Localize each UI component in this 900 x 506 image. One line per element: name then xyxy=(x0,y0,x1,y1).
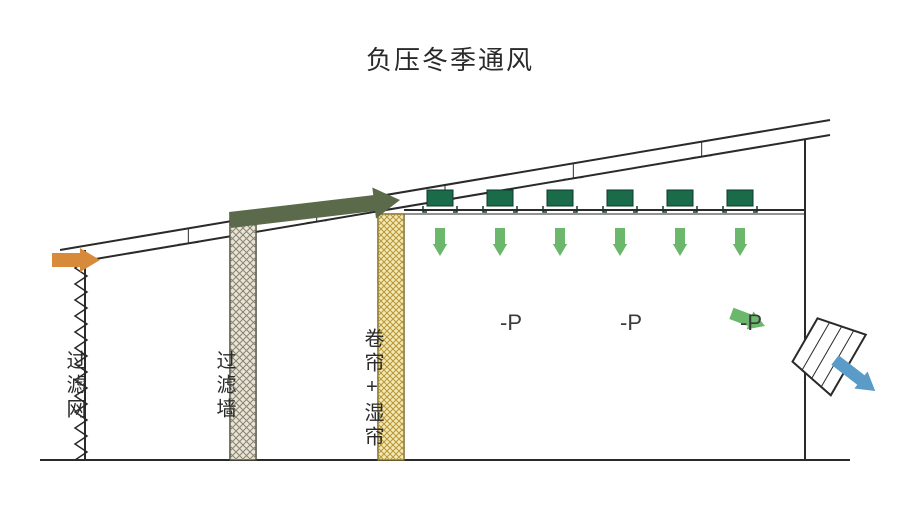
curtain-wetpad-label: 卷帘+湿帘 xyxy=(358,328,387,450)
pressure-label-2: -P xyxy=(620,310,642,336)
filter-net-label: 过滤网 xyxy=(60,350,89,422)
filter-wall-label: 过滤墙 xyxy=(210,350,239,422)
ventilation-diagram xyxy=(0,0,900,506)
pressure-label-3: -P xyxy=(740,310,762,336)
pressure-label-1: -P xyxy=(500,310,522,336)
